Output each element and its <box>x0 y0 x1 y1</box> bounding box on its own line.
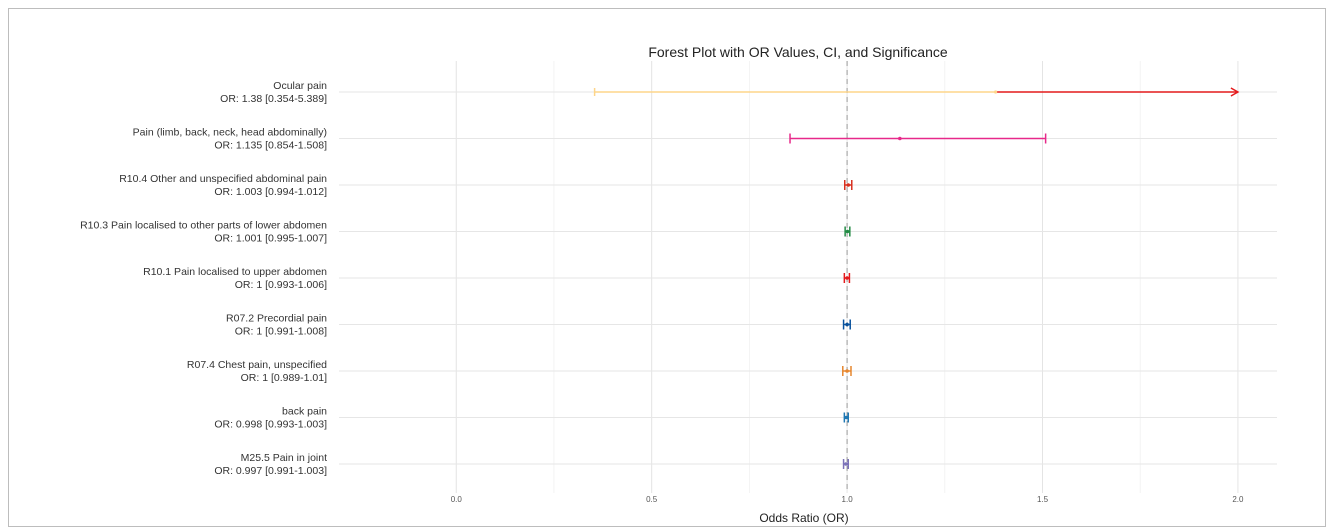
row-label: R10.4 Other and unspecified abdominal pa… <box>119 173 327 185</box>
row-or-text: OR: 1.38 [0.354-5.389] <box>220 93 327 105</box>
x-tick-label: 0.0 <box>451 495 463 504</box>
row-or-text: OR: 1.001 [0.995-1.007] <box>214 233 327 245</box>
forest-row: R10.4 Other and unspecified abdominal pa… <box>119 173 853 198</box>
row-or-text: OR: 1.135 [0.854-1.508] <box>214 140 327 152</box>
or-point <box>845 369 849 373</box>
or-point <box>845 322 849 327</box>
row-label: R10.1 Pain localised to upper abdomen <box>143 266 327 278</box>
x-axis-title: Odds Ratio (OR) <box>759 511 848 525</box>
or-point <box>844 462 848 466</box>
row-or-text: OR: 0.998 [0.993-1.003] <box>214 419 327 431</box>
or-point <box>844 415 849 420</box>
or-point <box>994 90 998 94</box>
x-tick-label: 0.5 <box>646 495 658 504</box>
row-label: Pain (limb, back, neck, head abdominally… <box>133 127 327 139</box>
x-axis: 0.0 0.5 1.0 1.5 2.0 <box>451 495 1244 504</box>
row-label: Ocular pain <box>273 80 327 92</box>
row-or-text: OR: 1 [0.989-1.01] <box>241 372 327 384</box>
forest-plot: Forest Plot with OR Values, CI, and Sign… <box>80 44 1277 525</box>
ci-arrow <box>1230 87 1240 97</box>
forest-row: R10.3 Pain localised to other parts of l… <box>80 220 851 245</box>
row-label: R07.2 Precordial pain <box>226 313 327 325</box>
row-label: R10.3 Pain localised to other parts of l… <box>80 220 327 232</box>
row-or-text: OR: 0.997 [0.991-1.003] <box>214 465 327 477</box>
row-or-text: OR: 1.003 [0.994-1.012] <box>214 186 327 198</box>
row-label: M25.5 Pain in joint <box>241 452 327 464</box>
row-label: back pain <box>282 406 327 418</box>
x-tick-label: 1.0 <box>842 495 854 504</box>
grid <box>339 61 1277 493</box>
row-or-text: OR: 1 [0.991-1.008] <box>235 326 327 338</box>
chart-frame: Forest Plot with OR Values, CI, and Sign… <box>8 8 1326 527</box>
or-point <box>845 229 850 234</box>
x-tick-label: 1.5 <box>1037 495 1049 504</box>
or-point <box>898 136 902 141</box>
chart-title: Forest Plot with OR Values, CI, and Sign… <box>648 44 948 60</box>
x-tick-label: 2.0 <box>1232 495 1244 504</box>
forest-row: Pain (limb, back, neck, head abdominally… <box>133 127 1047 152</box>
row-or-text: OR: 1 [0.993-1.006] <box>235 279 327 291</box>
forest-row: R10.1 Pain localised to upper abdomenOR:… <box>143 266 851 291</box>
row-label: R07.4 Chest pain, unspecified <box>187 359 327 371</box>
or-point <box>846 183 851 187</box>
or-point <box>845 276 849 280</box>
